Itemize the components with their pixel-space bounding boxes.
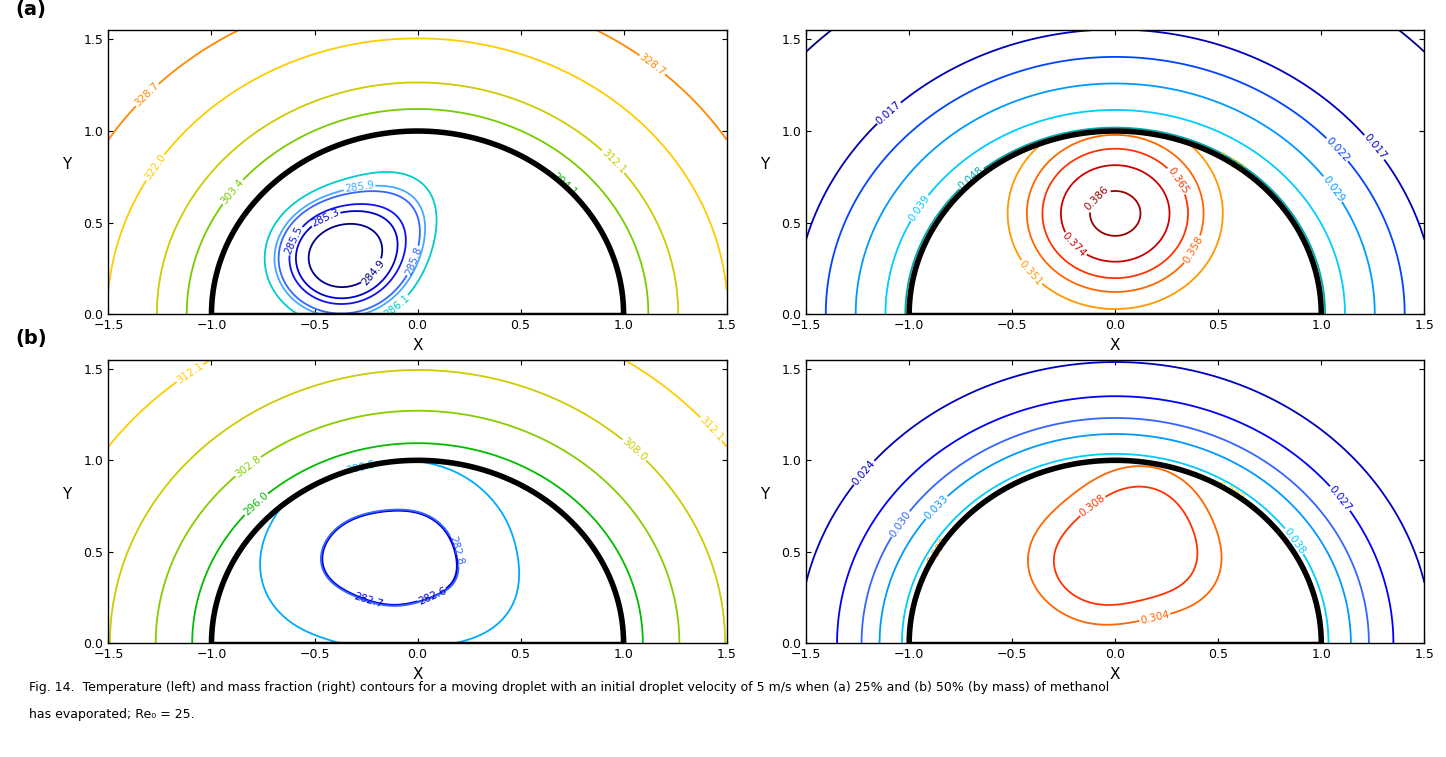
Text: 0.304: 0.304 [1139, 609, 1170, 626]
Text: 0.022: 0.022 [1323, 136, 1352, 164]
Text: 328.7: 328.7 [638, 51, 668, 77]
Text: 0.029: 0.029 [1320, 174, 1346, 204]
Text: 0.358: 0.358 [1181, 235, 1206, 265]
Text: 312.1: 312.1 [600, 148, 628, 176]
Text: 302.8: 302.8 [233, 453, 263, 479]
Text: 322.0: 322.0 [142, 152, 168, 182]
Text: 328.7: 328.7 [133, 81, 161, 109]
X-axis label: X: X [1111, 667, 1121, 682]
Text: 0.030: 0.030 [888, 509, 912, 539]
Text: 0.027: 0.027 [1327, 484, 1353, 512]
Text: 285.8: 285.8 [403, 245, 424, 277]
X-axis label: X: X [412, 667, 422, 682]
Text: 286.1: 286.1 [382, 293, 411, 319]
Text: 0.308: 0.308 [1077, 493, 1108, 519]
Text: 312.1: 312.1 [175, 360, 205, 385]
Text: 0.038: 0.038 [1283, 526, 1307, 556]
Y-axis label: Y: Y [62, 487, 71, 501]
Y-axis label: Y: Y [761, 157, 769, 172]
Text: 0.024: 0.024 [850, 458, 878, 487]
Text: 0.351: 0.351 [1017, 258, 1044, 287]
Text: 294.1: 294.1 [549, 171, 578, 198]
Text: (a): (a) [16, 0, 46, 19]
Text: 0.048: 0.048 [957, 165, 986, 192]
Text: 0.300: 0.300 [925, 536, 950, 566]
Text: Fig. 14.  Temperature (left) and mass fraction (right) contours for a moving dro: Fig. 14. Temperature (left) and mass fra… [29, 681, 1109, 694]
Text: 303.4: 303.4 [218, 177, 246, 206]
Text: 282.8: 282.8 [447, 534, 466, 566]
Text: (b): (b) [14, 329, 46, 348]
Text: 0.033: 0.033 [923, 493, 950, 522]
Text: 0.333: 0.333 [1216, 151, 1246, 175]
Text: 0.017: 0.017 [1361, 132, 1388, 162]
Text: 282.7: 282.7 [353, 592, 385, 610]
X-axis label: X: X [1111, 338, 1121, 353]
Text: 0.017: 0.017 [875, 99, 904, 126]
Text: 282.6: 282.6 [416, 585, 448, 606]
Text: 0.293: 0.293 [1216, 481, 1246, 504]
Text: 0.386: 0.386 [1083, 184, 1111, 213]
Text: 285.9: 285.9 [344, 180, 375, 194]
Text: has evaporated; Re₀ = 25.: has evaporated; Re₀ = 25. [29, 708, 195, 721]
Text: 284.9: 284.9 [360, 257, 388, 287]
Text: 288.5: 288.5 [346, 459, 376, 476]
Y-axis label: Y: Y [62, 157, 71, 172]
Text: 0.039: 0.039 [907, 193, 931, 223]
Text: 0.374: 0.374 [1060, 231, 1087, 259]
Text: 296.0: 296.0 [241, 490, 270, 518]
Y-axis label: Y: Y [761, 487, 769, 501]
Text: 312.1: 312.1 [697, 415, 724, 444]
Text: 308.0: 308.0 [620, 436, 649, 463]
Text: 285.3: 285.3 [309, 207, 341, 229]
Text: 285.5: 285.5 [283, 224, 304, 256]
Text: 0.365: 0.365 [1165, 165, 1190, 195]
X-axis label: X: X [412, 338, 422, 353]
